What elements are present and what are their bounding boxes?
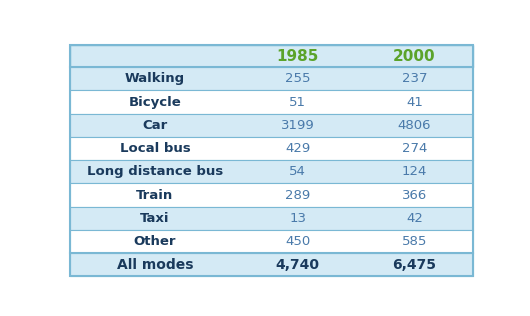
Text: 429: 429 xyxy=(285,142,311,155)
Bar xyxy=(70,67,473,90)
Text: Other: Other xyxy=(134,235,176,248)
Bar xyxy=(70,90,473,114)
Bar xyxy=(70,114,473,137)
Text: 13: 13 xyxy=(289,212,306,225)
Text: 3199: 3199 xyxy=(281,119,315,132)
Text: 289: 289 xyxy=(285,189,311,202)
Text: 1985: 1985 xyxy=(277,49,319,64)
Bar xyxy=(70,137,473,160)
Text: 42: 42 xyxy=(406,212,423,225)
Text: Walking: Walking xyxy=(125,72,185,85)
Text: Local bus: Local bus xyxy=(119,142,190,155)
Text: 6,475: 6,475 xyxy=(393,258,437,272)
Text: 366: 366 xyxy=(402,189,427,202)
Bar xyxy=(70,207,473,230)
Bar xyxy=(70,45,473,67)
Text: 4,740: 4,740 xyxy=(276,258,320,272)
Bar xyxy=(70,160,473,183)
Text: All modes: All modes xyxy=(117,258,193,272)
Text: 274: 274 xyxy=(402,142,427,155)
Text: 237: 237 xyxy=(402,72,427,85)
Text: 41: 41 xyxy=(406,95,423,108)
Text: 4806: 4806 xyxy=(398,119,431,132)
Text: Taxi: Taxi xyxy=(140,212,170,225)
Text: Long distance bus: Long distance bus xyxy=(87,165,223,178)
Text: Train: Train xyxy=(136,189,173,202)
Text: Bicycle: Bicycle xyxy=(128,95,181,108)
Bar xyxy=(70,230,473,253)
Bar xyxy=(70,253,473,276)
Text: 585: 585 xyxy=(402,235,427,248)
Text: 255: 255 xyxy=(285,72,311,85)
Text: 124: 124 xyxy=(402,165,427,178)
Text: Car: Car xyxy=(142,119,167,132)
Text: 450: 450 xyxy=(285,235,311,248)
Text: 54: 54 xyxy=(289,165,306,178)
Text: 2000: 2000 xyxy=(393,49,436,64)
Bar xyxy=(70,183,473,207)
Text: 51: 51 xyxy=(289,95,306,108)
